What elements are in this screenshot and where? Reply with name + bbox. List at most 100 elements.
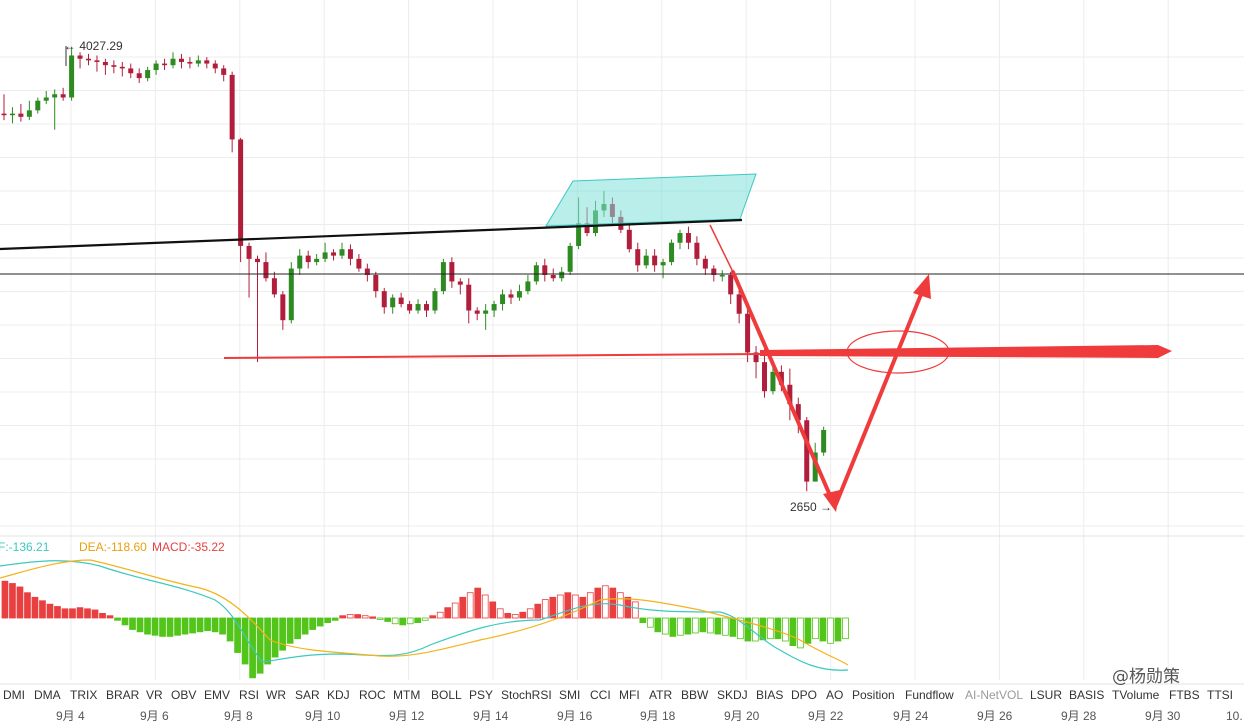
macd-bar <box>609 587 617 619</box>
macd-bar <box>594 587 602 619</box>
candle <box>567 242 573 275</box>
macd-bar <box>69 608 76 619</box>
indicator-tab-roc[interactable]: ROC <box>359 688 386 702</box>
macd-bar <box>279 617 286 651</box>
candle <box>314 254 320 266</box>
indicator-tab-lsur[interactable]: LSUR <box>1030 688 1062 702</box>
macd-bar <box>106 615 114 619</box>
candle <box>52 89 58 130</box>
indicator-tab-bbw[interactable]: BBW <box>681 688 709 702</box>
macd-bar <box>121 617 129 626</box>
candle <box>187 57 193 69</box>
macd-bar <box>31 596 39 619</box>
macd-bar <box>842 617 849 640</box>
macd-bar <box>354 614 362 619</box>
indicator-tab-cci[interactable]: CCI <box>590 688 611 702</box>
indicator-tab-fundflow[interactable]: Fundflow <box>905 688 954 702</box>
candle <box>398 292 404 308</box>
candle <box>212 60 218 74</box>
macd-bar <box>564 592 572 619</box>
macd-bar <box>286 617 294 644</box>
candle <box>170 52 176 69</box>
indicator-tab-psy[interactable]: PSY <box>469 688 493 702</box>
candle <box>457 278 463 295</box>
macd-bar <box>466 592 474 619</box>
macd-panel <box>0 559 849 679</box>
macd-bar <box>241 617 249 665</box>
macd-bar <box>196 617 204 633</box>
indicator-tab-skdj[interactable]: SKDJ <box>717 688 748 702</box>
candle <box>381 287 387 314</box>
indicator-tab-ai-netvol[interactable]: AI-NetVOL <box>965 688 1023 702</box>
macd-bar <box>571 594 579 619</box>
macd-bar <box>346 614 354 619</box>
candle <box>263 252 269 282</box>
macd-dea-legend: DEA:-118.60 <box>79 540 147 554</box>
indicator-tab-mtm[interactable]: MTM <box>393 688 420 702</box>
indicator-tab-emv[interactable]: EMV <box>204 688 230 702</box>
candle <box>94 55 100 72</box>
candle <box>533 262 539 285</box>
macd-bar <box>481 594 489 619</box>
macd-bar <box>834 617 842 642</box>
indicator-tab-rsi[interactable]: RSI <box>239 688 259 702</box>
candle <box>271 271 277 298</box>
chart-drawings <box>0 46 1244 512</box>
indicator-tab-bias[interactable]: BIAS <box>756 688 783 702</box>
price-channel <box>545 173 757 227</box>
indicator-tab-wr[interactable]: WR <box>266 688 286 702</box>
candle <box>373 271 379 298</box>
indicator-tab-atr[interactable]: ATR <box>649 688 672 702</box>
macd-bar <box>84 608 91 619</box>
indicator-tab-dpo[interactable]: DPO <box>791 688 817 702</box>
candle <box>424 300 429 317</box>
macd-bar <box>9 583 16 619</box>
indicator-tab-kdj[interactable]: KDJ <box>327 688 350 702</box>
low-price-label: 2650 → <box>790 500 832 514</box>
macd-bar <box>324 617 331 623</box>
indicator-tab-bar: DMI DMA TRIX BRAR VR OBV EMV RSI WR SAR KDJ ROC MTM B… <box>3 688 1233 702</box>
indicator-tab-trix[interactable]: TRIX <box>70 688 97 702</box>
macd-bar <box>271 617 279 658</box>
indicator-tab-dmi[interactable]: DMI <box>3 688 25 702</box>
red-down-arrow <box>731 270 834 502</box>
macd-bar <box>707 617 714 634</box>
macd-bar <box>39 600 46 619</box>
macd-dif-legend: F:-136.21 <box>0 540 50 554</box>
candle <box>195 55 201 67</box>
indicator-tab-dma[interactable]: DMA <box>34 688 61 702</box>
candle <box>119 61 125 77</box>
candle <box>483 304 489 330</box>
indicator-tab-basis[interactable]: BASIS <box>1069 688 1104 702</box>
indicator-tab-boll[interactable]: BOLL <box>431 688 462 702</box>
macd-bar <box>631 601 639 619</box>
macd-bar <box>159 617 166 637</box>
macd-bar <box>601 585 609 619</box>
macd-bar <box>309 617 316 630</box>
indicator-tab-vr[interactable]: VR <box>146 688 163 702</box>
candle <box>643 249 649 269</box>
indicator-tab-tvolume[interactable]: TVolume <box>1112 688 1160 702</box>
indicator-tab-position[interactable]: Position <box>852 688 895 702</box>
indicator-tab-ao[interactable]: AO <box>826 688 843 702</box>
indicator-tab-sar[interactable]: SAR <box>295 688 320 702</box>
macd-bar <box>414 617 422 623</box>
macd-bar <box>782 617 789 642</box>
indicator-tab-stochrsi[interactable]: StochRSI <box>501 688 552 702</box>
indicator-tab-mfi[interactable]: MFI <box>619 688 640 702</box>
macd-bar <box>459 596 467 619</box>
candle <box>18 103 24 122</box>
macd-bar <box>639 617 647 623</box>
indicator-tab-smi[interactable]: SMI <box>559 688 580 702</box>
candle <box>136 68 142 83</box>
macd-bar <box>654 617 662 633</box>
indicator-tab-brar[interactable]: BRAR <box>106 688 140 702</box>
red-down-arrowhead <box>823 490 840 512</box>
indicator-tab-ftbs[interactable]: FTBS <box>1169 688 1200 702</box>
indicator-tab-obv[interactable]: OBV <box>171 688 196 702</box>
date-tick-label: 9月 14 <box>473 709 509 723</box>
indicator-tab-ttsi[interactable]: TTSI <box>1207 688 1233 702</box>
high-price-label: ← 4027.29 <box>64 39 123 53</box>
macd-bar <box>376 617 384 620</box>
